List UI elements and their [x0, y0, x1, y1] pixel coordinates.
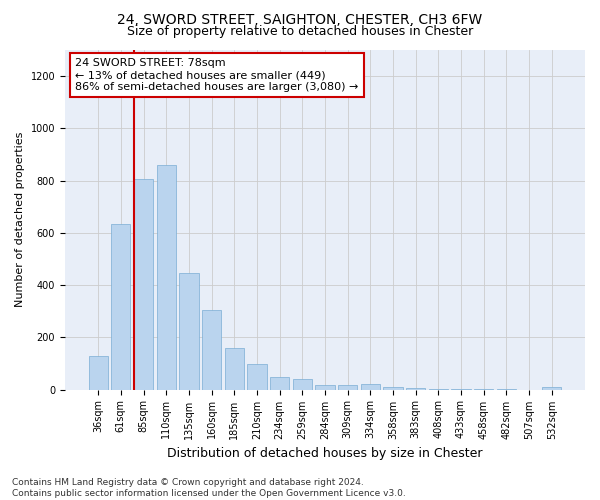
- Bar: [293, 378, 312, 390]
- Bar: [270, 376, 289, 390]
- Text: 24 SWORD STREET: 78sqm
← 13% of detached houses are smaller (449)
86% of semi-de: 24 SWORD STREET: 78sqm ← 13% of detached…: [76, 58, 359, 92]
- Bar: [428, 389, 448, 390]
- Text: Contains HM Land Registry data © Crown copyright and database right 2024.
Contai: Contains HM Land Registry data © Crown c…: [12, 478, 406, 498]
- Bar: [247, 364, 266, 390]
- Bar: [361, 384, 380, 390]
- Bar: [316, 385, 335, 390]
- Y-axis label: Number of detached properties: Number of detached properties: [15, 132, 25, 308]
- Bar: [89, 356, 108, 390]
- Text: Size of property relative to detached houses in Chester: Size of property relative to detached ho…: [127, 25, 473, 38]
- Bar: [157, 166, 176, 390]
- Bar: [111, 224, 130, 390]
- Bar: [179, 274, 199, 390]
- Bar: [202, 310, 221, 390]
- Bar: [224, 348, 244, 390]
- Bar: [474, 389, 493, 390]
- X-axis label: Distribution of detached houses by size in Chester: Distribution of detached houses by size …: [167, 447, 483, 460]
- Bar: [134, 180, 153, 390]
- Bar: [383, 387, 403, 390]
- Bar: [542, 387, 562, 390]
- Bar: [338, 385, 357, 390]
- Bar: [406, 388, 425, 390]
- Text: 24, SWORD STREET, SAIGHTON, CHESTER, CH3 6FW: 24, SWORD STREET, SAIGHTON, CHESTER, CH3…: [118, 12, 482, 26]
- Bar: [451, 389, 470, 390]
